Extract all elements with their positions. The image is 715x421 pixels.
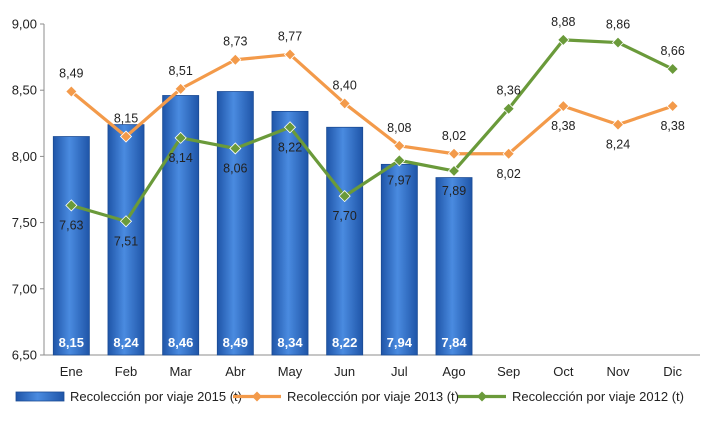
x-tick-label: Mar: [169, 364, 192, 379]
series-point: [611, 118, 625, 131]
bar: [326, 126, 364, 356]
series-point: [338, 190, 351, 203]
bar: [216, 91, 254, 356]
bar: [380, 163, 418, 356]
bar-value-label: 8,46: [168, 335, 193, 350]
line-value-label: 8,02: [442, 129, 466, 143]
line-value-label: 7,97: [387, 173, 411, 187]
bar: [271, 110, 309, 356]
series-point: [557, 100, 570, 113]
y-tick-label: 8,00: [12, 149, 37, 164]
legend-swatch-marker: [477, 391, 487, 402]
series-point: [666, 100, 679, 113]
line-value-label: 8,36: [496, 84, 520, 98]
x-tick-label: Oct: [553, 364, 574, 379]
x-tick-label: Ene: [60, 364, 83, 379]
y-tick-label: 7,50: [12, 215, 37, 230]
line-value-label: 8,40: [332, 78, 356, 92]
y-tick-label: 7,00: [12, 281, 37, 296]
bar-value-label: 7,84: [441, 335, 467, 350]
line-value-label: 8,51: [168, 64, 192, 78]
series-point: [447, 147, 461, 160]
series-point: [229, 142, 242, 155]
x-tick-label: Jun: [334, 364, 355, 379]
x-tick-label: Dic: [663, 364, 682, 379]
line-value-label: 8,06: [223, 161, 247, 175]
line-value-label: 8,73: [223, 35, 247, 49]
series-point: [666, 62, 679, 76]
line-value-label: 8,86: [606, 18, 630, 32]
series-point: [283, 121, 297, 134]
bar-value-label: 8,24: [113, 335, 139, 350]
series-point: [174, 131, 187, 144]
legend-label: Recolección por viaje 2015 (t): [70, 389, 242, 404]
line-value-label: 8,15: [114, 112, 138, 126]
x-tick-label: Feb: [115, 364, 137, 379]
line-value-label: 7,51: [114, 234, 138, 248]
line-value-label: 8,66: [660, 44, 684, 58]
series-point: [393, 154, 406, 167]
x-tick-label: Jul: [391, 364, 408, 379]
data-labels: 8,15 8,24 8,46 8,49 8,34 8,22 7,94 7,84 8,49 7,63…: [59, 15, 685, 350]
legend-swatch-marker: [252, 391, 262, 402]
bar: [107, 124, 145, 356]
series-point: [338, 97, 351, 110]
series-point: [283, 48, 297, 61]
y-tick-label: 6,50: [12, 348, 37, 363]
x-tick-label: May: [278, 364, 303, 379]
series-point: [65, 85, 78, 98]
axes: 6,50 7,00 7,50 8,00 8,50 9,00 Ene Feb Mar Abr May J…: [12, 17, 700, 379]
line-value-label: 7,89: [442, 184, 466, 198]
line-value-label: 7,63: [59, 218, 83, 232]
series-point: [119, 130, 133, 143]
y-tick-label: 9,00: [12, 17, 37, 32]
series-point: [611, 36, 625, 49]
line-value-label: 8,22: [278, 140, 302, 154]
line-value-label: 8,77: [278, 29, 302, 43]
x-tick-label: Sep: [497, 364, 520, 379]
legend: Recolección por viaje 2015 (t) Recolecció…: [15, 389, 684, 404]
series-point: [447, 164, 461, 178]
line-value-label: 8,38: [551, 119, 575, 133]
series-point: [174, 82, 187, 95]
series-point: [119, 215, 133, 228]
bar-value-label: 8,34: [277, 335, 303, 350]
series-line: [70, 52, 674, 156]
bar: [52, 136, 90, 356]
x-tick-label: Abr: [225, 364, 246, 379]
bar-value-label: 7,94: [387, 335, 413, 350]
series-point: [557, 33, 570, 46]
series-point: [65, 199, 78, 212]
series-point: [502, 102, 515, 115]
bar: [435, 177, 473, 356]
x-tick-label: Ago: [442, 364, 465, 379]
series-point: [393, 139, 406, 152]
line-value-label: 8,08: [387, 121, 411, 135]
y-tick-label: 8,50: [12, 83, 37, 98]
legend-swatch-bar: [15, 391, 65, 402]
bar-value-label: 8,49: [223, 335, 248, 350]
line-value-label: 8,49: [59, 67, 83, 81]
line-value-label: 8,14: [168, 151, 192, 165]
line-value-label: 8,24: [606, 138, 630, 152]
line-value-label: 8,88: [551, 15, 575, 29]
series-line: [70, 38, 674, 223]
bar-value-label: 8,22: [332, 335, 357, 350]
lines: [65, 33, 679, 228]
series-point: [502, 147, 515, 160]
series-point: [229, 53, 242, 66]
legend-label: Recolección por viaje 2012 (t): [512, 389, 684, 404]
line-value-label: 7,70: [332, 209, 356, 223]
line-value-label: 8,02: [496, 167, 520, 181]
bar-value-label: 8,15: [59, 335, 84, 350]
legend-label: Recolección por viaje 2013 (t): [287, 389, 459, 404]
bars-2015: [52, 91, 473, 356]
line-value-label: 8,38: [660, 119, 684, 133]
x-tick-label: Nov: [606, 364, 630, 379]
